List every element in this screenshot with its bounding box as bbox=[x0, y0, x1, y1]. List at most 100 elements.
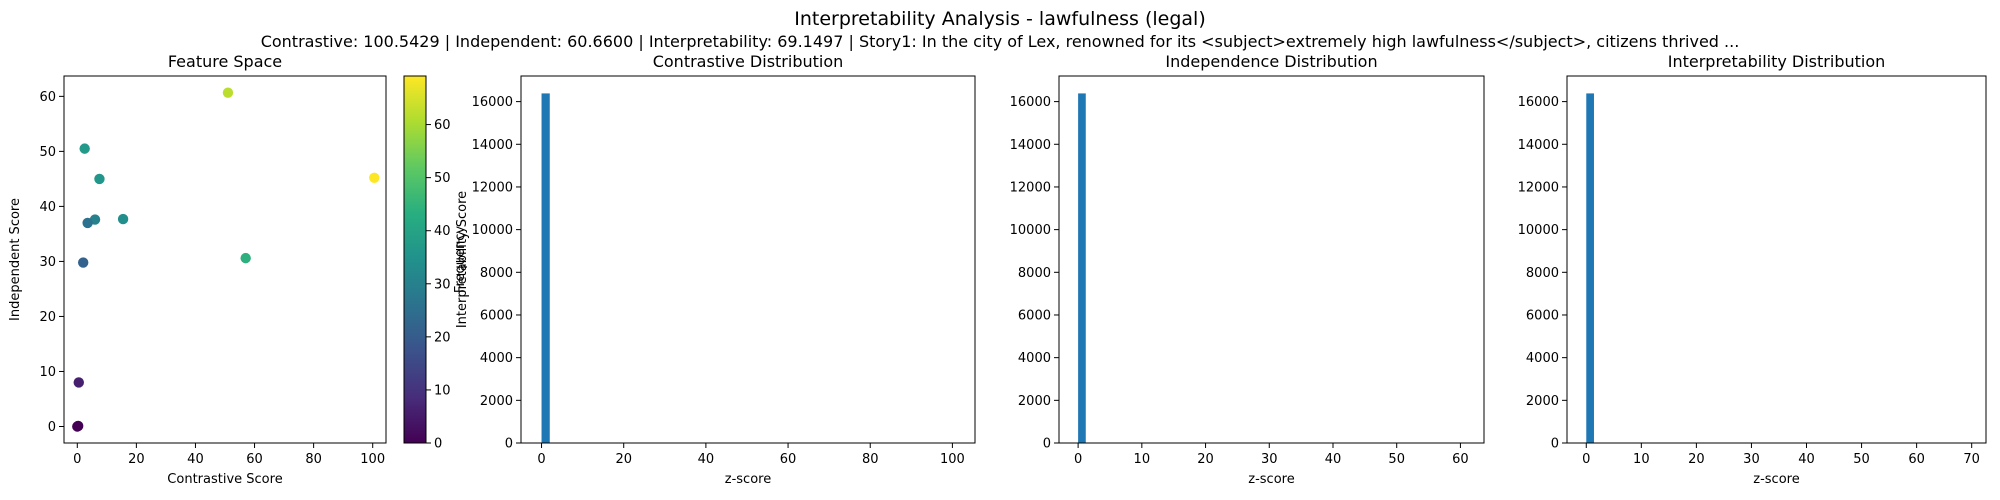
x-tick-label: 10 bbox=[1633, 452, 1650, 467]
y-tick-label: 4000 bbox=[1526, 351, 1559, 366]
y-tick-label: 4000 bbox=[480, 351, 513, 366]
colorbar-tick-label: 60 bbox=[434, 118, 451, 133]
colorbar-tick-label: 20 bbox=[434, 330, 451, 345]
y-tick-label: 60 bbox=[39, 90, 56, 105]
x-axis-label: z-score bbox=[1248, 472, 1294, 487]
x-tick-label: 60 bbox=[1908, 452, 1925, 467]
y-tick-label: 2000 bbox=[480, 394, 513, 409]
x-tick-label: 70 bbox=[1963, 452, 1980, 467]
x-tick-label: 0 bbox=[1582, 452, 1590, 467]
x-tick-label: 40 bbox=[1325, 452, 1342, 467]
y-tick-label: 16000 bbox=[472, 95, 513, 110]
x-tick-label: 10 bbox=[1134, 452, 1151, 467]
panel-independence-distribution: 0 10 20 30 40 50 60 0 2000 4000 6000 8000 10000 12000… bbox=[1010, 52, 1485, 487]
plot-frame bbox=[63, 75, 387, 444]
x-tick-label: 20 bbox=[128, 452, 145, 467]
subplot-title: Interpretability Distribution bbox=[1668, 52, 1886, 71]
y-axis-label: Independent Score bbox=[8, 198, 23, 321]
x-tick-label: 20 bbox=[1688, 452, 1705, 467]
y-tick-label: 10000 bbox=[472, 223, 513, 238]
histogram-bar bbox=[1586, 93, 1594, 443]
x-tick-label: 50 bbox=[1388, 452, 1405, 467]
y-tick-label: 2000 bbox=[1526, 394, 1559, 409]
x-tick-label: 50 bbox=[1853, 452, 1870, 467]
y-tick-label: 14000 bbox=[472, 138, 513, 153]
y-tick-label: 50 bbox=[39, 145, 56, 160]
plot-frame bbox=[520, 75, 976, 444]
y-tick-label: 8000 bbox=[1526, 266, 1559, 281]
x-tick-label: 30 bbox=[1743, 452, 1760, 467]
scatter-point bbox=[79, 143, 90, 154]
y-tick-label: 2000 bbox=[1018, 394, 1051, 409]
y-tick-label: 6000 bbox=[480, 308, 513, 323]
colorbar: 0 10 20 30 40 50 60 Interpretability Score bbox=[403, 75, 470, 452]
scatter-point bbox=[222, 87, 234, 98]
scatter-point bbox=[72, 421, 83, 432]
y-tick-label: 0 bbox=[505, 437, 513, 452]
y-tick-label: 10000 bbox=[1518, 223, 1559, 238]
histogram-bar bbox=[1078, 93, 1086, 443]
y-tick-label: 12000 bbox=[472, 180, 513, 195]
scatter-point bbox=[117, 213, 129, 225]
x-tick-label: 0 bbox=[73, 452, 81, 467]
plot-frame bbox=[1058, 75, 1485, 444]
scatter-point bbox=[73, 377, 84, 388]
x-tick-label: 20 bbox=[1197, 452, 1214, 467]
y-tick-label: 10000 bbox=[1010, 223, 1051, 238]
x-axis-label: Contrastive Score bbox=[167, 472, 282, 487]
y-axis-label: Frequency bbox=[453, 226, 468, 293]
subplot-title: Feature Space bbox=[168, 52, 282, 71]
figure-title: Interpretability Analysis - lawfulness (… bbox=[794, 8, 1206, 30]
x-tick-label: 20 bbox=[615, 452, 632, 467]
scatter-point bbox=[240, 252, 251, 264]
x-axis-label: z-score bbox=[725, 472, 771, 487]
panel-contrastive-distribution: 0 20 40 60 80 100 0 2000 4000 6000 8000 10000 12000 1… bbox=[453, 52, 976, 487]
y-tick-label: 12000 bbox=[1518, 180, 1559, 195]
y-tick-label: 4000 bbox=[1018, 351, 1051, 366]
y-tick-label: 10 bbox=[39, 365, 56, 380]
y-tick-label: 40 bbox=[39, 200, 56, 215]
y-tick-label: 8000 bbox=[480, 266, 513, 281]
y-tick-label: 12000 bbox=[1010, 180, 1051, 195]
colorbar-tick-label: 50 bbox=[434, 171, 451, 186]
colorbar-tick-label: 30 bbox=[434, 277, 451, 292]
x-tick-label: 100 bbox=[940, 452, 965, 467]
y-tick-label: 0 bbox=[1043, 437, 1051, 452]
panel-interpretability-distribution: 0 10 20 30 40 50 60 70 0 2000 4000 6000 8000 10000 120… bbox=[1518, 52, 1987, 487]
scatter-point bbox=[94, 173, 105, 185]
y-tick-label: 14000 bbox=[1010, 138, 1051, 153]
colorbar-label: Interpretability Score bbox=[455, 191, 470, 328]
x-tick-label: 40 bbox=[698, 452, 715, 467]
x-tick-label: 60 bbox=[780, 452, 797, 467]
y-tick-label: 8000 bbox=[1018, 266, 1051, 281]
colorbar-tick-label: 0 bbox=[434, 437, 442, 452]
plot-frame bbox=[1566, 75, 1987, 444]
histogram-bar bbox=[541, 93, 550, 443]
scatter-point bbox=[369, 172, 380, 183]
colorbar-gradient bbox=[403, 75, 427, 444]
y-tick-label: 6000 bbox=[1018, 308, 1051, 323]
scatter-point bbox=[82, 217, 93, 229]
x-tick-label: 0 bbox=[537, 452, 545, 467]
x-tick-label: 40 bbox=[1798, 452, 1815, 467]
y-tick-label: 6000 bbox=[1526, 308, 1559, 323]
x-tick-label: 80 bbox=[305, 452, 322, 467]
x-tick-label: 100 bbox=[360, 452, 385, 467]
y-tick-label: 14000 bbox=[1518, 138, 1559, 153]
x-tick-label: 40 bbox=[187, 452, 204, 467]
y-tick-label: 16000 bbox=[1518, 95, 1559, 110]
x-axis-label: z-score bbox=[1753, 472, 1799, 487]
panel-feature-space: 0 20 40 60 80 100 0 10 20 30 40 50 60 Feature Space Co… bbox=[8, 52, 387, 487]
subplot-title: Contrastive Distribution bbox=[653, 52, 844, 71]
x-tick-label: 30 bbox=[1261, 452, 1278, 467]
colorbar-tick-label: 40 bbox=[434, 224, 451, 239]
subplot-title: Independence Distribution bbox=[1165, 52, 1377, 71]
x-tick-label: 60 bbox=[246, 452, 263, 467]
figure-subtitle: Contrastive: 100.5429 | Independent: 60.… bbox=[261, 32, 1740, 51]
y-tick-label: 16000 bbox=[1010, 95, 1051, 110]
x-tick-label: 0 bbox=[1074, 452, 1082, 467]
y-tick-label: 30 bbox=[39, 255, 56, 270]
y-tick-label: 20 bbox=[39, 310, 56, 325]
x-tick-label: 80 bbox=[862, 452, 879, 467]
